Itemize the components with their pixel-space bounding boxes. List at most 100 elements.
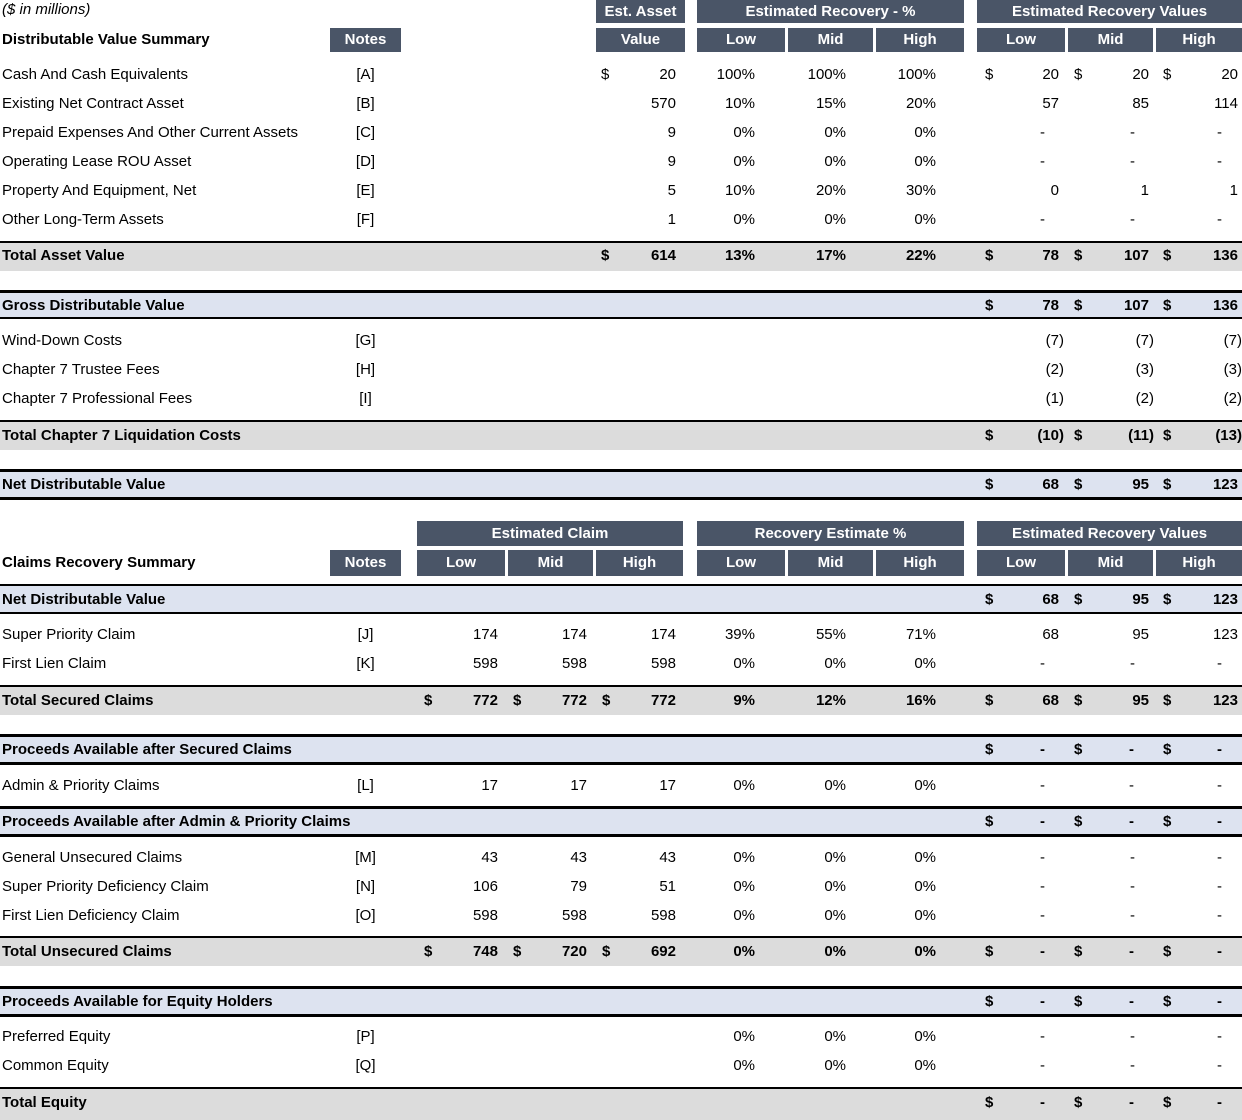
row-label: Total Secured Claims bbox=[2, 692, 154, 709]
pct-mid: 100% bbox=[807, 66, 846, 83]
pct-high: 0% bbox=[914, 943, 936, 960]
val-mid: - bbox=[1130, 1028, 1135, 1045]
claim-mid: 17 bbox=[570, 777, 587, 794]
unsecured-claim-row: First Lien Deficiency Claim [O] 598 598 598 0… bbox=[0, 901, 1242, 930]
row-label: Proceeds Available after Secured Claims bbox=[2, 741, 292, 758]
row-label: Total Equity bbox=[2, 1094, 87, 1111]
val-high: - bbox=[1217, 878, 1222, 895]
asset-value: 9 bbox=[667, 153, 676, 170]
pct-mid: 55% bbox=[815, 626, 846, 643]
val-low: - bbox=[1040, 993, 1045, 1010]
currency-sign: $ bbox=[1074, 943, 1083, 960]
pct-low: 0% bbox=[733, 655, 755, 672]
asset-value: 9 bbox=[667, 124, 676, 141]
claim-high: 772 bbox=[650, 692, 676, 709]
total-equity-row: Total Equity $ - $ - $ - bbox=[0, 1088, 1242, 1117]
claim-high: 17 bbox=[659, 777, 676, 794]
recovery-estimate-header: Recovery Estimate % bbox=[697, 521, 964, 546]
pct-high: 0% bbox=[914, 124, 936, 141]
currency-sign: $ bbox=[513, 692, 522, 709]
claim-low: 598 bbox=[472, 655, 498, 672]
row-note: [O] bbox=[355, 907, 376, 924]
pct-high: 0% bbox=[914, 211, 936, 228]
row-label: Super Priority Claim bbox=[2, 626, 136, 643]
val-mid: - bbox=[1130, 211, 1135, 228]
currency-sign: $ bbox=[1074, 297, 1083, 314]
pct-mid: 0% bbox=[824, 907, 846, 924]
currency-sign: $ bbox=[1163, 993, 1172, 1010]
rec-val-low-header: Low bbox=[977, 550, 1065, 576]
claim-low: 106 bbox=[472, 878, 498, 895]
pct-high: 30% bbox=[905, 182, 936, 199]
val-high: 123 bbox=[1212, 476, 1238, 493]
currency-sign: $ bbox=[1163, 591, 1172, 608]
currency-sign: $ bbox=[1074, 1094, 1083, 1111]
pct-mid: 20% bbox=[815, 182, 846, 199]
val-low: - bbox=[1040, 849, 1045, 866]
val-high: 136 bbox=[1212, 247, 1238, 264]
claim-high: 174 bbox=[650, 626, 676, 643]
claim-high-header: High bbox=[596, 550, 683, 576]
val-mid: 107 bbox=[1123, 297, 1149, 314]
secured-claim-row: First Lien Claim [K] 598 598 598 0% 0% 0% - - - bbox=[0, 649, 1242, 678]
gross-row: Gross Distributable Value $ 78 $ 107 $ 1… bbox=[0, 291, 1242, 320]
row-note: [K] bbox=[356, 655, 375, 672]
row-note: [C] bbox=[355, 124, 376, 141]
currency-sign: $ bbox=[424, 943, 433, 960]
val-mid-header: Mid bbox=[1068, 28, 1153, 52]
claim-mid-header: Mid bbox=[508, 550, 593, 576]
pct-low: 0% bbox=[733, 124, 755, 141]
row-label: Total Asset Value bbox=[2, 247, 125, 264]
val-high: - bbox=[1217, 741, 1222, 758]
claim-mid: 79 bbox=[570, 878, 587, 895]
val-low: 68 bbox=[1042, 591, 1059, 608]
divider bbox=[0, 469, 1242, 472]
claim-low: 772 bbox=[472, 692, 498, 709]
currency-sign: $ bbox=[1074, 476, 1083, 493]
claims-net-row: Net Distributable Value $ 68 $ 95 $ 123 bbox=[0, 585, 1242, 614]
pct-mid: 0% bbox=[824, 124, 846, 141]
pct-high-header: High bbox=[876, 28, 964, 52]
currency-sign: $ bbox=[1163, 741, 1172, 758]
after-admin-row: Proceeds Available after Admin & Priorit… bbox=[0, 807, 1242, 836]
currency-sign: $ bbox=[985, 692, 994, 709]
val-low: - bbox=[1040, 124, 1045, 141]
pct-low: 0% bbox=[733, 777, 755, 794]
currency-sign: $ bbox=[985, 297, 994, 314]
currency-sign: $ bbox=[1163, 247, 1172, 264]
row-note: [F] bbox=[356, 211, 375, 228]
val-low: 20 bbox=[1042, 66, 1059, 83]
val-low: - bbox=[1040, 943, 1045, 960]
val-high: - bbox=[1217, 849, 1222, 866]
currency-sign: $ bbox=[985, 741, 994, 758]
row-label: Proceeds Available for Equity Holders bbox=[2, 993, 273, 1010]
unsecured-claim-row: General Unsecured Claims [M] 43 43 43 0% 0% 0% -… bbox=[0, 843, 1242, 872]
val-mid: (7) bbox=[1135, 332, 1154, 349]
val-high: - bbox=[1217, 1057, 1222, 1074]
divider bbox=[0, 762, 1242, 765]
val-low: (2) bbox=[1045, 361, 1064, 378]
val-mid: - bbox=[1130, 655, 1135, 672]
gross-band bbox=[0, 293, 1242, 317]
val-low: 68 bbox=[1042, 692, 1059, 709]
after-admin-band bbox=[0, 809, 1242, 834]
val-mid: - bbox=[1130, 849, 1135, 866]
asset-row: Other Long-Term Assets [F] 1 0% 0% 0% - - - bbox=[0, 205, 1242, 234]
val-low: - bbox=[1040, 1057, 1045, 1074]
pct-mid: 0% bbox=[824, 655, 846, 672]
val-mid: 95 bbox=[1132, 476, 1149, 493]
val-high: (7) bbox=[1223, 332, 1242, 349]
val-high: - bbox=[1217, 907, 1222, 924]
currency-sign: $ bbox=[1074, 692, 1083, 709]
notes-header: Notes bbox=[330, 28, 401, 52]
val-high: 1 bbox=[1229, 182, 1238, 199]
row-label: First Lien Claim bbox=[2, 655, 107, 672]
rec-pct-high-header: High bbox=[876, 550, 964, 576]
val-mid: - bbox=[1130, 124, 1135, 141]
val-mid: - bbox=[1129, 1094, 1134, 1111]
pct-mid: 12% bbox=[815, 692, 846, 709]
pct-high: 0% bbox=[914, 153, 936, 170]
after-secured-row: Proceeds Available after Secured Claims … bbox=[0, 735, 1242, 764]
pct-high: 0% bbox=[914, 878, 936, 895]
val-high: 123 bbox=[1212, 626, 1238, 643]
